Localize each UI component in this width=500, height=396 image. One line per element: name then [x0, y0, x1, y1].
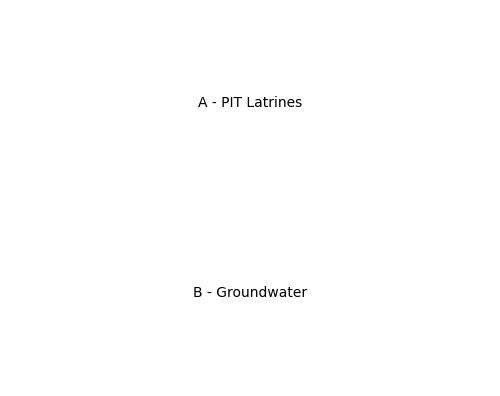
Text: A - PIT Latrines: A - PIT Latrines	[198, 96, 302, 110]
Text: B - Groundwater: B - Groundwater	[193, 286, 307, 300]
